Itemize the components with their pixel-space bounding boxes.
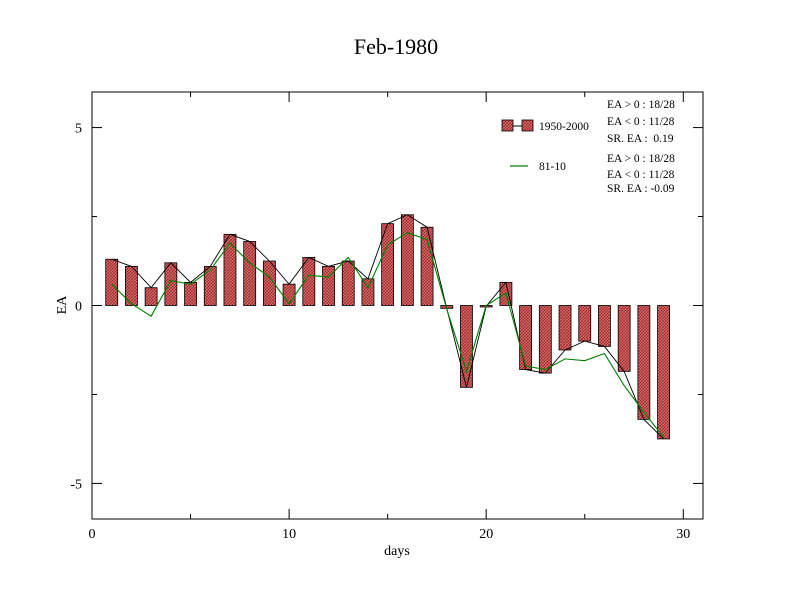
series-line-1950-2000	[111, 214, 664, 440]
series-line-81-10	[111, 231, 665, 438]
bar-day-5	[184, 281, 197, 306]
x-tick-label: 10	[282, 527, 296, 542]
stats-1-line-2: EA < 0 : 11/28	[607, 116, 675, 128]
legend: 1950-2000 81-10 EA > 0 : 18/28 EA < 0 : …	[501, 99, 675, 195]
bar-day-17	[420, 226, 434, 306]
x-tick-label: 20	[479, 527, 493, 542]
y-axis-label: EA	[55, 295, 70, 315]
bar-day-7	[223, 233, 237, 306]
chart-title: Feb-1980	[354, 34, 438, 59]
bar-day-28	[637, 305, 651, 420]
stats-2-line-2: EA < 0 : 11/28	[607, 169, 675, 181]
bar-day-19	[460, 305, 473, 388]
plot-area	[105, 214, 670, 440]
legend-bar-swatch-right	[521, 119, 534, 132]
bar-day-8	[243, 241, 257, 306]
y-tick-label: 0	[75, 300, 82, 315]
bar-day-13	[341, 260, 355, 306]
bar-day-22	[519, 305, 533, 370]
bar-day-3	[144, 287, 158, 306]
stats-1-line-1: EA > 0 : 18/28	[607, 99, 675, 111]
bar-day-23	[538, 305, 552, 374]
axis-ticks: 0 10 20 30 -5 0 5	[70, 92, 703, 542]
bar-day-4	[164, 262, 178, 306]
x-tick-label: 0	[89, 527, 96, 542]
legend-label-1950-2000: 1950-2000	[539, 121, 589, 133]
bar-day-25	[578, 305, 592, 342]
bar-day-29	[657, 305, 670, 440]
x-axis-label: days	[384, 544, 410, 559]
legend-bar-swatch-left	[501, 119, 514, 132]
bar-day-10	[282, 283, 296, 306]
bar-day-14	[361, 278, 375, 306]
bar-day-6	[203, 265, 217, 306]
y-tick-label: 5	[75, 122, 82, 137]
stats-2-line-1: EA > 0 : 18/28	[607, 153, 675, 165]
bar-day-26	[598, 305, 611, 347]
stats-2-line-3: SR. EA : -0.09	[607, 183, 675, 195]
bar-day-24	[558, 305, 572, 351]
bar-day-1	[105, 258, 119, 306]
legend-label-81-10: 81-10	[539, 161, 566, 173]
bar-day-27	[617, 305, 631, 372]
bar-day-16	[400, 214, 414, 306]
y-tick-label: -5	[70, 477, 82, 492]
stats-1-line-3: SR. EA : 0.19	[607, 133, 674, 145]
x-tick-label: 30	[676, 527, 690, 542]
